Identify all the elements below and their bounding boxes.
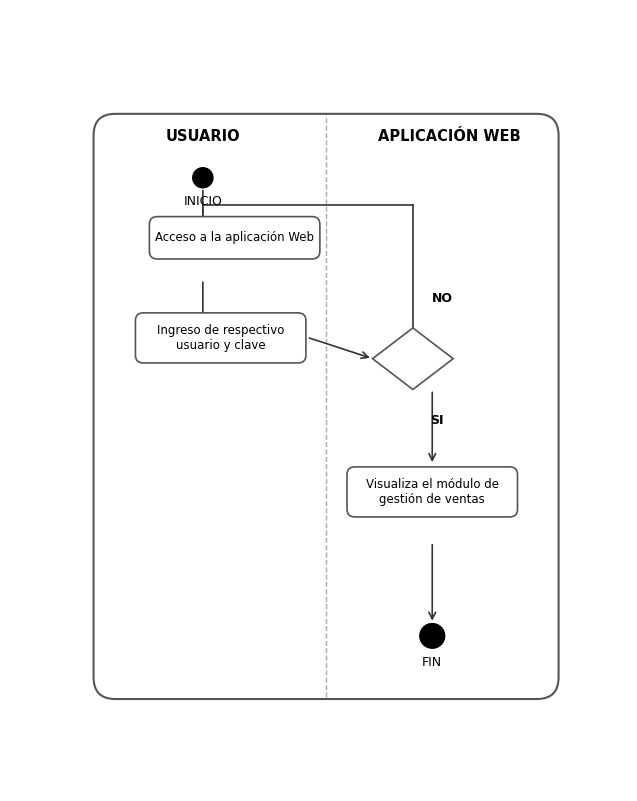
- Circle shape: [193, 167, 213, 187]
- Text: Ingreso de respectivo
usuario y clave: Ingreso de respectivo usuario y clave: [157, 324, 284, 352]
- FancyBboxPatch shape: [149, 216, 320, 259]
- Text: FIN: FIN: [422, 656, 442, 669]
- Text: SI: SI: [430, 414, 443, 427]
- Text: NO: NO: [433, 292, 454, 305]
- FancyBboxPatch shape: [94, 114, 559, 699]
- FancyBboxPatch shape: [347, 467, 517, 517]
- FancyBboxPatch shape: [136, 313, 306, 363]
- Text: Acceso a la aplicación Web: Acceso a la aplicación Web: [155, 231, 314, 244]
- Text: INICIO: INICIO: [183, 195, 222, 208]
- Text: Visualiza el módulo de
gestión de ventas: Visualiza el módulo de gestión de ventas: [366, 478, 499, 506]
- Polygon shape: [373, 328, 453, 389]
- Circle shape: [420, 623, 445, 648]
- Text: APLICACIÓN WEB: APLICACIÓN WEB: [378, 130, 520, 144]
- Text: USUARIO: USUARIO: [166, 130, 240, 144]
